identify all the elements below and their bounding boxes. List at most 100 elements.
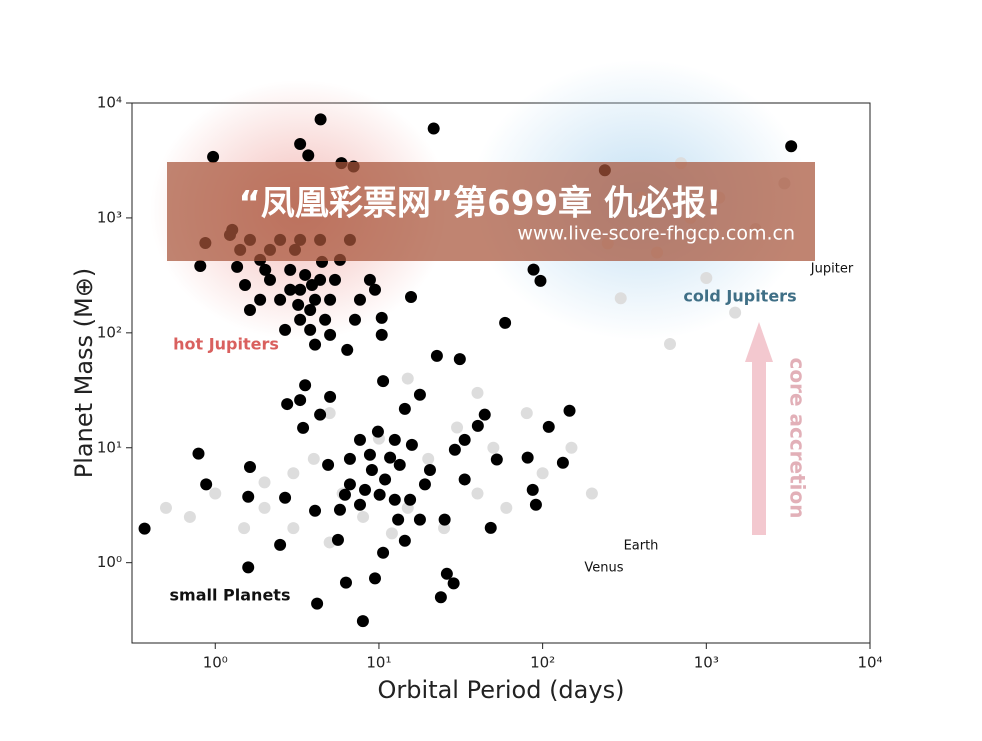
- point: [159, 501, 172, 514]
- point: [353, 498, 366, 511]
- annotation: hot Jupiters: [173, 335, 279, 354]
- point: [490, 453, 503, 466]
- point: [309, 338, 322, 351]
- point: [309, 293, 322, 306]
- point: [259, 263, 272, 276]
- point: [418, 478, 431, 491]
- annotation: core accretion: [786, 357, 810, 518]
- point: [353, 293, 366, 306]
- point: [299, 268, 312, 281]
- point: [304, 323, 317, 336]
- point: [264, 273, 277, 286]
- point: [338, 488, 351, 501]
- point: [401, 372, 414, 385]
- point: [375, 328, 388, 341]
- point: [274, 293, 287, 306]
- point: [309, 504, 322, 517]
- point: [294, 283, 307, 296]
- point: [363, 448, 376, 461]
- point: [194, 259, 207, 272]
- point: [281, 398, 294, 411]
- point: [471, 419, 484, 432]
- watermark-banner: [167, 162, 815, 261]
- point: [297, 421, 310, 434]
- point: [785, 140, 798, 153]
- annotation: Venus: [584, 561, 623, 576]
- point: [375, 311, 388, 324]
- point: [323, 407, 336, 420]
- point: [254, 293, 267, 306]
- point: [258, 476, 271, 489]
- point: [458, 473, 471, 486]
- point: [274, 538, 287, 551]
- point: [427, 122, 440, 135]
- point: [534, 274, 547, 287]
- point: [527, 263, 540, 276]
- y-tick-label: 10¹: [97, 438, 122, 456]
- point: [447, 577, 460, 590]
- point: [565, 441, 578, 454]
- point: [138, 522, 151, 535]
- point: [353, 433, 366, 446]
- point: [458, 433, 471, 446]
- point: [471, 386, 484, 399]
- point: [556, 456, 569, 469]
- point: [529, 498, 542, 511]
- point: [388, 493, 401, 506]
- point: [398, 402, 411, 415]
- point: [377, 546, 390, 559]
- annotation: Earth: [624, 539, 659, 554]
- point: [314, 408, 327, 421]
- point: [563, 404, 576, 417]
- point: [500, 501, 513, 514]
- y-tick-label: 10⁴: [97, 94, 122, 112]
- point: [385, 527, 398, 540]
- x-axis-label: Orbital Period (days): [378, 676, 625, 704]
- point: [440, 567, 453, 580]
- point: [484, 521, 497, 534]
- point: [258, 501, 271, 514]
- point: [294, 313, 307, 326]
- x-tick-label: 10⁰: [203, 654, 228, 672]
- point: [413, 388, 426, 401]
- point: [333, 503, 346, 516]
- point: [487, 441, 500, 454]
- annotation: Jupiter: [810, 262, 854, 277]
- arrow-shaft: [752, 360, 766, 535]
- x-tick-label: 10²: [530, 654, 555, 672]
- watermark-url: www.live-score-fhgcp.com.cn: [517, 223, 795, 245]
- point: [239, 278, 252, 291]
- point: [339, 576, 352, 589]
- point: [311, 597, 324, 610]
- point: [393, 458, 406, 471]
- y-tick-label: 10⁰: [97, 553, 122, 571]
- point: [343, 478, 356, 491]
- point: [368, 572, 381, 585]
- y-tick-label: 10³: [97, 208, 122, 226]
- point: [294, 137, 307, 150]
- point: [614, 292, 627, 305]
- point: [398, 534, 411, 547]
- point: [242, 490, 255, 503]
- point: [373, 488, 386, 501]
- x-tick-label: 10⁴: [857, 654, 882, 672]
- point: [324, 293, 337, 306]
- point: [365, 464, 378, 477]
- point: [329, 273, 342, 286]
- annotation: cold Jupiters: [683, 287, 796, 306]
- point: [422, 452, 435, 465]
- point: [448, 443, 461, 456]
- point: [377, 375, 390, 388]
- point: [284, 263, 297, 276]
- point: [430, 349, 443, 362]
- point: [729, 306, 742, 319]
- point: [306, 278, 319, 291]
- x-tick-label: 10¹: [366, 654, 391, 672]
- point: [359, 483, 372, 496]
- point: [299, 379, 312, 392]
- y-tick-label: 10²: [97, 323, 122, 341]
- watermark-title: “凤凰彩票网”第699章 仇必报!: [238, 184, 721, 224]
- point: [341, 343, 354, 356]
- point: [536, 467, 549, 480]
